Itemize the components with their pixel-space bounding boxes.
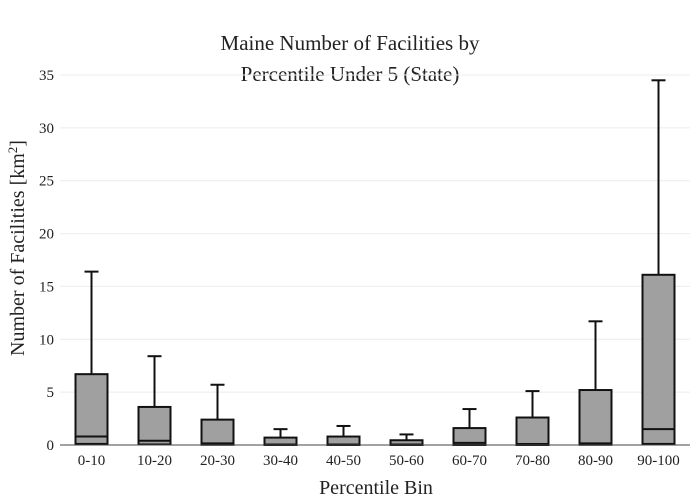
y-tick-label: 10 <box>39 332 54 348</box>
x-tick-label: 50-60 <box>389 453 424 469</box>
x-tick-label: 60-70 <box>452 453 487 469</box>
grid-lines <box>60 74 690 393</box>
x-tick-label: 70-80 <box>515 453 550 469</box>
box-body <box>515 416 550 446</box>
box-body <box>200 418 235 446</box>
box-40-50 <box>326 424 361 446</box>
box-body <box>641 273 676 445</box>
x-axis-title: Percentile Bin <box>319 477 433 499</box>
y-tick-label: 25 <box>39 174 54 190</box>
box-0-10 <box>74 270 109 445</box>
x-tick-labels: 0-10 10-20 20-30 30-40 40-50 50-60 60-70 70-80 8… <box>78 453 680 469</box>
y-tick-label: 5 <box>47 385 55 401</box>
box-70-80 <box>515 390 550 446</box>
chart-title-line-1: Maine Number of Facilities by <box>221 31 480 55</box>
box-30-40 <box>263 428 298 447</box>
y-axis-title-superscript: 2 <box>5 147 20 154</box>
y-axis-title: Number of Facilities [km2] <box>5 140 29 356</box>
box-50-60 <box>389 433 424 447</box>
chart-title-line-2: Percentile Under 5 (State) <box>241 62 460 86</box>
box-90-100 <box>641 79 676 445</box>
y-axis-title-main: Number of Facilities [km <box>7 153 29 356</box>
x-tick-label: 10-20 <box>137 453 172 469</box>
x-tick-label: 40-50 <box>326 453 361 469</box>
box-20-30 <box>200 383 235 446</box>
y-tick-label: 0 <box>47 438 55 454</box>
box-60-70 <box>452 408 487 447</box>
box-body <box>578 389 613 446</box>
x-tick-label: 80-90 <box>578 453 613 469</box>
y-tick-label: 35 <box>39 68 54 84</box>
boxes <box>74 79 676 447</box>
box-80-90 <box>578 320 613 446</box>
box-10-20 <box>137 355 172 446</box>
y-tick-label: 15 <box>39 279 54 295</box>
x-tick-label: 0-10 <box>78 453 106 469</box>
x-tick-label: 20-30 <box>200 453 235 469</box>
box-body <box>74 373 109 445</box>
box-body <box>137 405 172 446</box>
x-tick-label: 30-40 <box>263 453 298 469</box>
y-tick-label: 30 <box>39 121 54 137</box>
y-tick-labels: 0 5 10 15 20 25 30 35 <box>39 68 54 454</box>
x-tick-label: 90-100 <box>637 453 680 469</box>
y-axis-title-end: ] <box>7 140 29 147</box>
y-tick-label: 20 <box>39 227 54 243</box>
